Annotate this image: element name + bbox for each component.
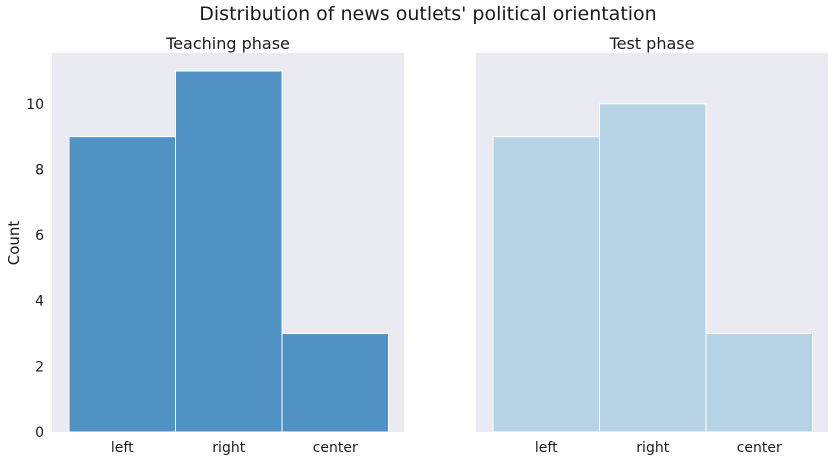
- x-tick-label-left: left: [535, 440, 558, 456]
- bar-center: [281, 333, 389, 433]
- y-tick-label-2: 2: [35, 359, 44, 375]
- x-ticks-teaching: left right center: [111, 440, 358, 456]
- bars-teaching: [68, 70, 389, 433]
- bars-test: [492, 103, 813, 433]
- y-ticks-teaching: 0 2 4 6 8 10: [26, 97, 44, 441]
- y-tick-label-6: 6: [35, 228, 44, 244]
- y-tick-label-10: 10: [26, 97, 44, 113]
- bar-right: [175, 70, 283, 433]
- bar-left: [492, 136, 600, 433]
- y-tick-label-0: 0: [35, 425, 44, 441]
- y-tick-label-4: 4: [35, 294, 44, 310]
- y-tick-label-8: 8: [35, 162, 44, 178]
- bar-left: [68, 136, 176, 433]
- subplot-title-teaching: Teaching phase: [165, 34, 290, 53]
- subplot-title-test: Test phase: [609, 34, 695, 53]
- x-tick-label-right: right: [212, 440, 245, 456]
- x-ticks-test: left right center: [535, 440, 782, 456]
- y-axis-label: Count: [5, 221, 23, 266]
- bar-right: [599, 103, 707, 433]
- x-tick-label-left: left: [111, 440, 134, 456]
- bar-center: [705, 333, 813, 433]
- x-tick-label-right: right: [636, 440, 669, 456]
- panel-teaching-phase: Teaching phase Count left right center 0 2 4…: [5, 34, 404, 456]
- x-tick-label-center: center: [313, 440, 358, 456]
- x-tick-label-center: center: [737, 440, 782, 456]
- figure-title: Distribution of news outlets' political …: [199, 3, 656, 25]
- panel-test-phase: Test phase left right center: [476, 34, 828, 456]
